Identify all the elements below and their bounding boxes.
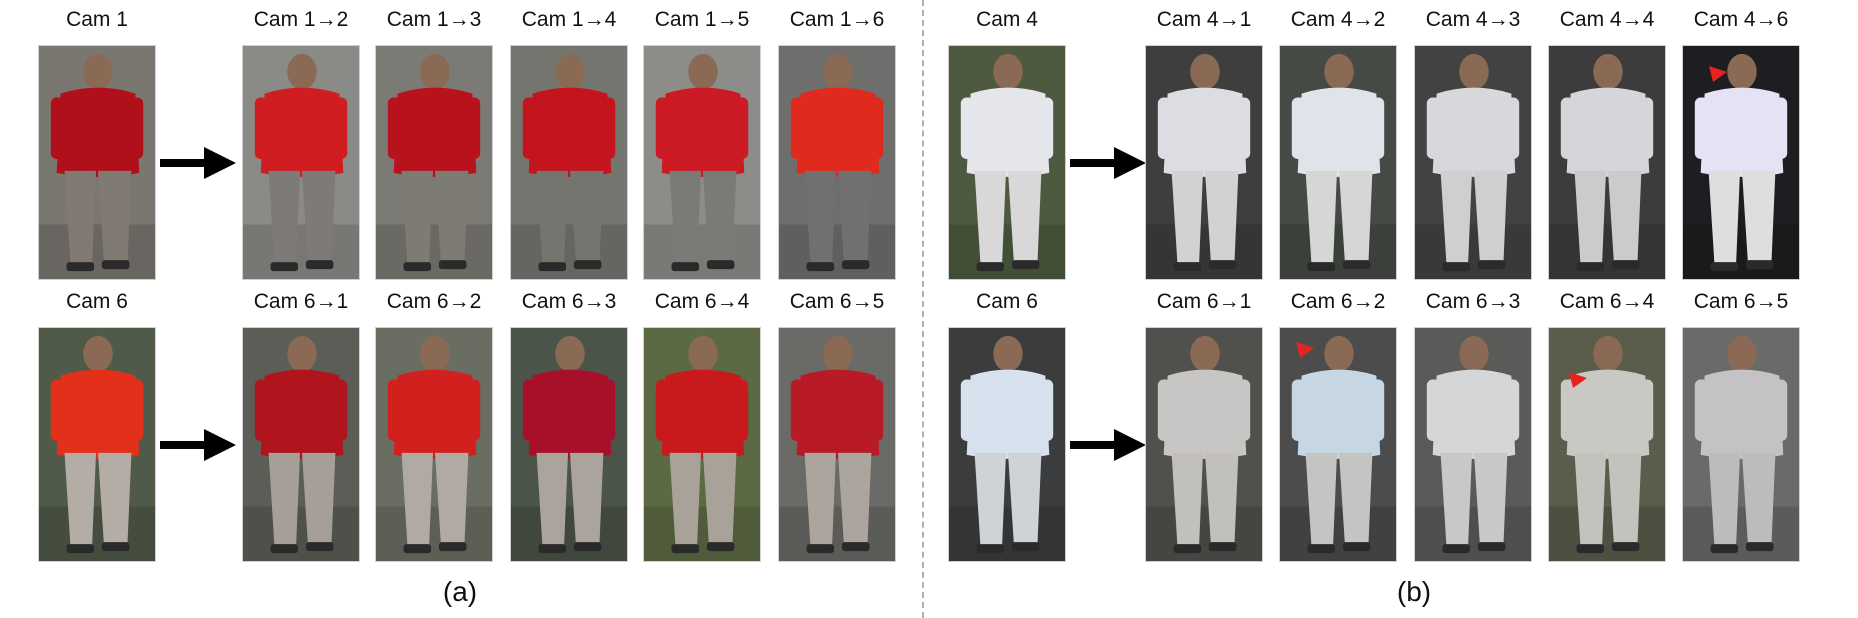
panel-a-row-1-target-3-image (643, 327, 761, 562)
panel-a-row-0-target-1-image (375, 45, 493, 280)
panel-a-row-0-source-label: Cam 1 (66, 8, 128, 31)
panel-b-row-0-target-2-image (1414, 45, 1532, 280)
panel-a-row-0-target-2-image (510, 45, 628, 280)
red-triangle-marker-icon-1 (1294, 340, 1316, 360)
panel-divider (922, 0, 924, 618)
panel-a: Cam 1 Cam 1→2 Cam 1→3 (0, 0, 920, 618)
panel-b-row-0-target-3-label: Cam 4→4 (1559, 8, 1655, 31)
panel-b-row-1-source-image (948, 327, 1066, 562)
red-triangle-marker-icon-2 (1567, 370, 1589, 390)
panel-b-row-0-arrow-icon (1070, 143, 1146, 188)
panel-b-row-0-source-label: Cam 4 (976, 8, 1038, 31)
panel-a-row-0-target-3-image (643, 45, 761, 280)
panel-b-row-0-target-4-image (1682, 45, 1800, 280)
panel-b-row-1-target-3-image (1548, 327, 1666, 562)
panel-b-row-0-source-image (948, 45, 1066, 280)
panel-b-row-0-target-0-label: Cam 4→1 (1156, 8, 1252, 31)
panel-a-row-1-target-2-image (510, 327, 628, 562)
panel-a-row-1-target-4-label: Cam 6→5 (789, 290, 885, 313)
red-triangle-marker-icon-0 (1707, 64, 1729, 84)
panel-a-row-1-target-3-label: Cam 6→4 (654, 290, 750, 313)
panel-a-row-0-target-0-image (242, 45, 360, 280)
panel-b-row-1-target-4-label: Cam 6→5 (1693, 290, 1789, 313)
panel-b-row-1-target-0-image (1145, 327, 1263, 562)
panel-a-row-1-target-4-image (778, 327, 896, 562)
panel-b-row-1-target-3-label: Cam 6→4 (1559, 290, 1655, 313)
panel-a-row-0-source-image (38, 45, 156, 280)
panel-a-row-1-source-label: Cam 6 (66, 290, 128, 313)
panel-b-row-0-target-0-image (1145, 45, 1263, 280)
panel-a-row-0-target-4-label: Cam 1→6 (789, 8, 885, 31)
panel-a-row-0-target-3-label: Cam 1→5 (654, 8, 750, 31)
panel-b-row-1-source-label: Cam 6 (976, 290, 1038, 313)
panel-b-row-1-target-2-image (1414, 327, 1532, 562)
panel-a-row-0-target-2-label: Cam 1→4 (521, 8, 617, 31)
panel-b-row-1-target-2-label: Cam 6→3 (1425, 290, 1521, 313)
panel-b-row-1-target-0-label: Cam 6→1 (1156, 290, 1252, 313)
panel-a-row-1-target-1-image (375, 327, 493, 562)
panel-b-row-1-target-1-label: Cam 6→2 (1290, 290, 1386, 313)
panel-a-row-0-arrow-icon (160, 143, 236, 188)
panel-a-row-1-target-1-label: Cam 6→2 (386, 290, 482, 313)
panel-a-row-0-target-0-label: Cam 1→2 (253, 8, 349, 31)
panel-b-row-1-target-1-image (1279, 327, 1397, 562)
panel-a-row-1-arrow-icon (160, 425, 236, 470)
panel-b: Cam 4 Cam 4→1 Cam 4→2 (930, 0, 1858, 618)
panel-b-caption: (b) (1396, 576, 1432, 607)
panel-b-row-0-target-1-label: Cam 4→2 (1290, 8, 1386, 31)
panel-a-row-1-target-2-label: Cam 6→3 (521, 290, 617, 313)
panel-b-row-0-target-1-image (1279, 45, 1397, 280)
panel-a-row-1-target-0-label: Cam 6→1 (253, 290, 349, 313)
panel-b-row-1-target-4-image (1682, 327, 1800, 562)
panel-a-row-1-source-image (38, 327, 156, 562)
panel-b-row-0-target-3-image (1548, 45, 1666, 280)
panel-b-row-0-target-4-label: Cam 4→6 (1693, 8, 1789, 31)
panel-b-row-0-target-2-label: Cam 4→3 (1425, 8, 1521, 31)
panel-b-row-1-arrow-icon (1070, 425, 1146, 470)
panel-a-row-0-target-4-image (778, 45, 896, 280)
panel-a-row-1-target-0-image (242, 327, 360, 562)
panel-a-row-0-target-1-label: Cam 1→3 (386, 8, 482, 31)
panel-a-caption: (a) (442, 576, 478, 607)
